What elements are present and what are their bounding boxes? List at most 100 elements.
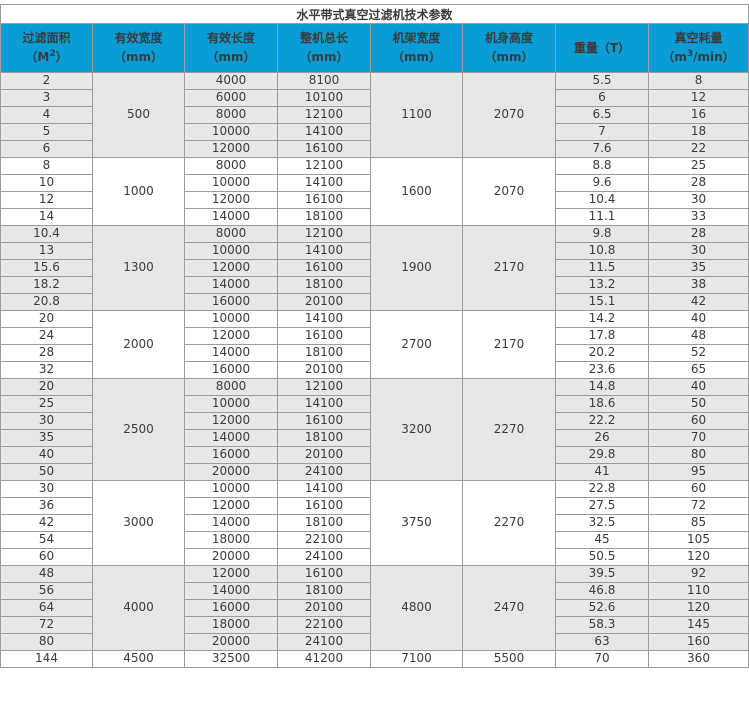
table-row: 42 14000 18100 32.5 85	[0, 514, 749, 532]
cell-total-length: 20100	[277, 293, 371, 311]
column-header-text: 过滤面积（M	[22, 31, 71, 64]
cell-weight: 18.6	[555, 395, 649, 413]
cell-effective-length: 8000	[184, 157, 278, 175]
column-header-frame-width: 机架宽度（mm）	[370, 23, 463, 73]
cell-vacuum-consumption: 120	[647, 548, 749, 566]
header-row: 过滤面积（M2） 有效宽度（mm） 有效长度（mm） 整机总长（mm） 机架宽度…	[0, 23, 749, 73]
cell-total-length: 14100	[277, 242, 371, 260]
spec-table: 水平带式真空过滤机技术参数 过滤面积（M2） 有效宽度（mm） 有效长度（mm）…	[0, 4, 749, 668]
cell-vacuum-consumption: 52	[647, 344, 749, 362]
cell-weight: 14.8	[555, 378, 649, 396]
cell-vacuum-consumption: 33	[647, 208, 749, 226]
cell-filter-area: 54	[0, 531, 93, 549]
cell-vacuum-consumption: 28	[647, 174, 749, 192]
column-header-total-length: 整机总长（mm）	[277, 23, 371, 73]
cell-body-height: 2270	[462, 480, 556, 566]
cell-filter-area: 32	[0, 361, 93, 379]
cell-weight: 10.8	[555, 242, 649, 260]
cell-effective-length: 6000	[184, 89, 278, 107]
cell-body-height: 2070	[462, 72, 556, 158]
table-row: 20 2000 10000 14100 2700 2170 14.2 40	[0, 310, 749, 379]
cell-body-height: 2170	[462, 310, 556, 379]
cell-filter-area: 20	[0, 310, 93, 328]
cell-weight: 9.6	[555, 174, 649, 192]
superscript: 3	[686, 49, 694, 59]
cell-filter-area: 50	[0, 463, 93, 481]
cell-frame-width: 2700	[370, 310, 463, 379]
table-row: 20 2500 8000 12100 3200 2270 14.8 40	[0, 378, 749, 481]
cell-vacuum-consumption: 35	[647, 259, 749, 277]
cell-effective-length: 14000	[184, 276, 278, 294]
cell-weight: 32.5	[555, 514, 649, 532]
cell-total-length: 18100	[277, 276, 371, 294]
cell-filter-area: 6	[0, 140, 93, 158]
cell-vacuum-consumption: 30	[647, 242, 749, 260]
column-header-filter-area: 过滤面积（M2）	[0, 23, 93, 73]
cell-vacuum-consumption: 50	[647, 395, 749, 413]
cell-effective-length: 16000	[184, 361, 278, 379]
cell-weight: 52.6	[555, 599, 649, 617]
cell-vacuum-consumption: 72	[647, 497, 749, 515]
table-row: 35 14000 18100 26 70	[0, 429, 749, 447]
table-row: 15.6 12000 16100 11.5 35	[0, 259, 749, 277]
cell-effective-length: 10000	[184, 480, 278, 498]
cell-filter-area: 35	[0, 429, 93, 447]
table-row: 20.8 16000 20100 15.1 42	[0, 293, 749, 311]
cell-filter-area: 40	[0, 446, 93, 464]
cell-weight: 11.5	[555, 259, 649, 277]
table-title: 水平带式真空过滤机技术参数	[0, 4, 749, 24]
cell-vacuum-consumption: 42	[647, 293, 749, 311]
cell-total-length: 14100	[277, 123, 371, 141]
cell-effective-length: 18000	[184, 531, 278, 549]
superscript: 2	[49, 49, 56, 59]
cell-effective-width: 4500	[92, 650, 185, 668]
table-row: 60 20000 24100 50.5 120	[0, 548, 749, 566]
cell-weight: 15.1	[555, 293, 649, 311]
cell-effective-width: 500	[92, 72, 185, 158]
cell-total-length: 18100	[277, 582, 371, 600]
cell-total-length: 16100	[277, 259, 371, 277]
table-body: 2 500 4000 8100 1100 2070 5.5 8 3 6000 10100 6 12 4 80…	[0, 72, 749, 668]
cell-filter-area: 42	[0, 514, 93, 532]
cell-effective-length: 12000	[184, 412, 278, 430]
cell-frame-width: 7100	[370, 650, 463, 668]
column-header-weight: 重量（T）	[555, 23, 649, 73]
cell-filter-area: 15.6	[0, 259, 93, 277]
cell-filter-area: 5	[0, 123, 93, 141]
cell-filter-area: 25	[0, 395, 93, 413]
cell-vacuum-consumption: 60	[647, 412, 749, 430]
cell-effective-length: 20000	[184, 548, 278, 566]
cell-body-height: 5500	[462, 650, 556, 668]
cell-vacuum-consumption: 105	[647, 531, 749, 549]
cell-total-length: 10100	[277, 89, 371, 107]
cell-vacuum-consumption: 360	[647, 650, 749, 668]
cell-effective-length: 16000	[184, 599, 278, 617]
cell-filter-area: 3	[0, 89, 93, 107]
cell-total-length: 14100	[277, 310, 371, 328]
table-row: 32 16000 20100 23.6 65	[0, 361, 749, 379]
column-header-text: 真空耗量（m	[662, 31, 723, 64]
cell-filter-area: 80	[0, 633, 93, 651]
table-row: 30 3000 10000 14100 3750 2270 22.8 60	[0, 480, 749, 566]
cell-filter-area: 20.8	[0, 293, 93, 311]
cell-vacuum-consumption: 110	[647, 582, 749, 600]
cell-vacuum-consumption: 28	[647, 225, 749, 243]
cell-vacuum-consumption: 16	[647, 106, 749, 124]
cell-total-length: 12100	[277, 378, 371, 396]
cell-effective-length: 8000	[184, 225, 278, 243]
cell-weight: 11.1	[555, 208, 649, 226]
cell-effective-width: 4000	[92, 565, 185, 651]
cell-filter-area: 48	[0, 565, 93, 583]
cell-weight: 14.2	[555, 310, 649, 328]
table-row: 80 20000 24100 63 160	[0, 633, 749, 651]
cell-vacuum-consumption: 145	[647, 616, 749, 634]
cell-effective-length: 10000	[184, 310, 278, 328]
cell-effective-length: 12000	[184, 497, 278, 515]
cell-weight: 8.8	[555, 157, 649, 175]
cell-total-length: 18100	[277, 208, 371, 226]
cell-effective-length: 20000	[184, 633, 278, 651]
cell-weight: 26	[555, 429, 649, 447]
cell-weight: 6.5	[555, 106, 649, 124]
table-row: 48 4000 12000 16100 4800 2470 39.5 92	[0, 565, 749, 651]
column-header-body-height: 机身高度（mm）	[462, 23, 556, 73]
